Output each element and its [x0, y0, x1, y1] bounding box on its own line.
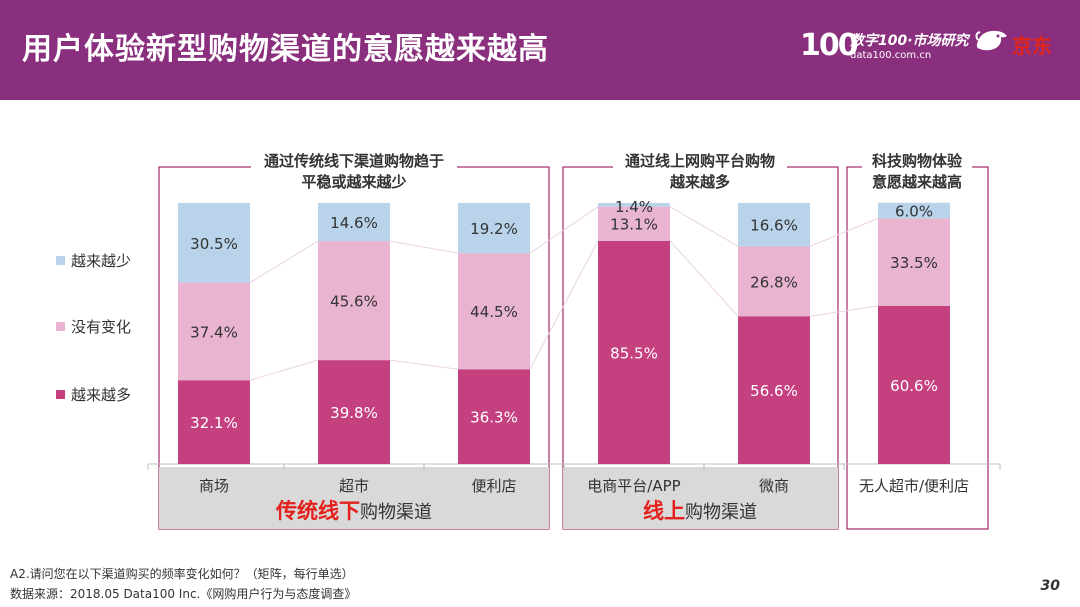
data-label: 14.6%: [330, 214, 378, 232]
data-label: 16.6%: [750, 217, 798, 235]
data-label: 1.4%: [615, 198, 653, 216]
legend-swatch-越来越少: [56, 256, 65, 265]
legend-swatch-越来越多: [56, 390, 65, 399]
bottom-band-offline: [159, 467, 549, 529]
bar-越来越多-微商: [738, 316, 810, 464]
header-bar: 用户体验新型购物渠道的意愿越来越高 100 数字100·市场研究 data100…: [0, 0, 1080, 100]
group-header-bg-0: [251, 148, 457, 194]
group-header-bg-1: [613, 148, 787, 194]
data-label: 39.8%: [330, 404, 378, 422]
legend-label-越来越少: 越来越少: [71, 252, 131, 270]
data-label: 26.8%: [750, 273, 798, 291]
series-connector: [809, 217, 879, 247]
data-label: 32.1%: [190, 414, 238, 432]
bar-没有变化-超市: [318, 241, 390, 361]
series-connector: [529, 206, 599, 254]
bottom-band-online: [563, 467, 838, 529]
bar-越来越多-无人超市/便利店: [878, 305, 950, 464]
data-label: 6.0%: [895, 203, 933, 221]
page-number: 30: [1040, 578, 1060, 594]
data-label: 85.5%: [610, 344, 658, 362]
data100-logo-domain: data100.com.cn: [850, 50, 932, 61]
jd-dog-icon: [975, 30, 1007, 51]
series-connector: [249, 240, 319, 284]
bar-越来越少-无人超市/便利店: [878, 202, 950, 219]
logo-group: 100 数字100·市场研究 data100.com.cn 京东: [800, 22, 1070, 72]
series-connector: [529, 240, 599, 370]
data-label: 13.1%: [610, 216, 658, 234]
data-source-note: 数据来源：2018.05 Data100 Inc.《网购用户行为与态度调查》: [10, 587, 357, 601]
x-tick-label: 便利店: [471, 477, 516, 495]
series-connector: [669, 206, 739, 247]
x-tick-label: 电商平台/APP: [587, 477, 680, 495]
series-connector: [809, 305, 879, 317]
data-label: 44.5%: [470, 303, 518, 321]
bar-越来越少-便利店: [458, 203, 530, 254]
bar-没有变化-商场: [178, 282, 250, 381]
bar-越来越少-微商: [738, 203, 810, 247]
x-tick-label: 无人超市/便利店: [859, 477, 969, 495]
data-label: 19.2%: [470, 220, 518, 238]
bar-没有变化-无人超市/便利店: [878, 218, 950, 306]
data-label: 56.6%: [750, 382, 798, 400]
series-connector: [389, 359, 459, 370]
data-label: 30.5%: [190, 235, 238, 253]
bar-越来越多-超市: [318, 360, 390, 464]
bar-越来越多-便利店: [458, 369, 530, 464]
data100-logo-text: 数字100·市场研究: [850, 33, 969, 49]
bar-越来越少-电商平台/APP: [598, 203, 670, 207]
x-tick-label: 超市: [339, 477, 369, 495]
data-label: 45.6%: [330, 293, 378, 311]
bar-越来越多-电商平台/APP: [598, 240, 670, 464]
bar-越来越少-商场: [178, 203, 250, 283]
data-label: 33.5%: [890, 254, 938, 272]
data-label: 37.4%: [190, 323, 238, 341]
group-header-bg-2: [862, 148, 972, 194]
data-label: 60.6%: [890, 377, 938, 395]
x-tick-label: 微商: [759, 477, 789, 495]
series-connector: [249, 359, 319, 381]
page-title: 用户体验新型购物渠道的意愿越来越高: [22, 32, 549, 67]
bottom-band-caption-0: 传统线下购物渠道: [275, 499, 432, 523]
series-connector: [389, 240, 459, 254]
data100-logo-mark: 100: [800, 28, 859, 63]
bar-没有变化-电商平台/APP: [598, 206, 670, 241]
jd-logo-text: 京东: [1012, 34, 1052, 58]
legend-label-越来越多: 越来越多: [71, 386, 131, 404]
group-header-label-0: 通过传统线下渠道购物趋于平稳或越来越少: [264, 152, 444, 191]
bar-没有变化-便利店: [458, 253, 530, 370]
group-header-label-2: 科技购物体验意愿越来越高: [872, 152, 963, 191]
bar-没有变化-微商: [738, 246, 810, 317]
survey-question-note: A2.请问您在以下渠道购买的频率变化如何？（矩阵，每行单选）: [10, 567, 354, 581]
series-connector: [669, 240, 739, 317]
group-header-label-1: 通过线上网购平台购物越来越多: [625, 152, 775, 191]
data-label: 36.3%: [470, 409, 518, 427]
legend-swatch-没有变化: [56, 322, 65, 331]
bar-越来越多-商场: [178, 380, 250, 464]
x-tick-label: 商场: [199, 477, 229, 495]
bar-越来越少-超市: [318, 203, 390, 242]
legend-label-没有变化: 没有变化: [71, 318, 131, 336]
bottom-band-caption-1: 线上购物渠道: [643, 499, 757, 523]
